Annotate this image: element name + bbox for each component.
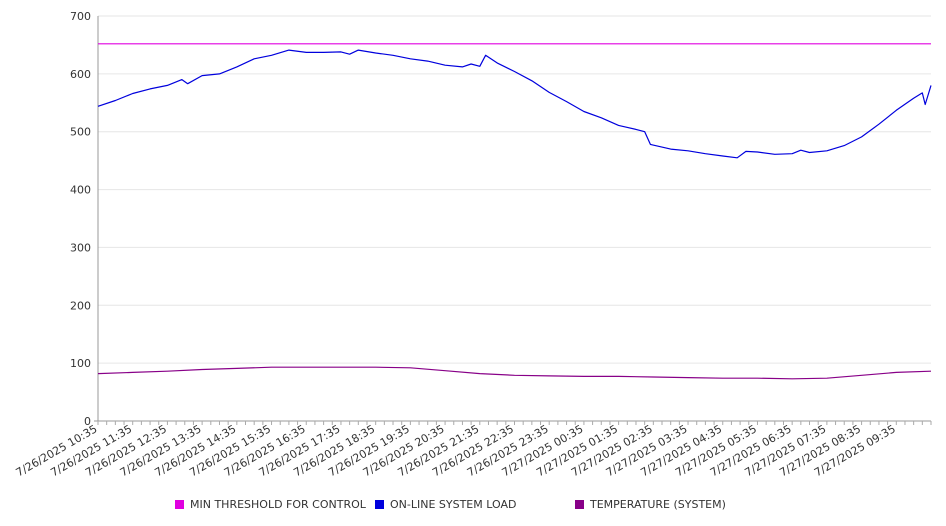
legend-label: TEMPERATURE (SYSTEM) (590, 498, 726, 511)
legend-item-min-threshold[interactable]: MIN THRESHOLD FOR CONTROL (175, 498, 366, 511)
legend-label: MIN THRESHOLD FOR CONTROL (190, 498, 366, 511)
chart-grid (98, 15, 931, 364)
chart-series (97, 43, 932, 380)
series-line-temperature-system (97, 366, 932, 380)
y-tick-label: 100 (70, 357, 91, 370)
series-line-on-line-system-load (97, 49, 932, 159)
legend-swatch (375, 500, 384, 509)
chart-legend: MIN THRESHOLD FOR CONTROL ON-LINE SYSTEM… (0, 498, 946, 514)
legend-swatch (575, 500, 584, 509)
chart-axes (94, 16, 932, 425)
y-tick-label: 600 (70, 68, 91, 81)
x-tick-labels: 7/26/2025 10:357/26/2025 11:357/26/2025 … (14, 422, 898, 479)
y-tick-label: 200 (70, 299, 91, 312)
y-tick-labels: 0 100 200 300 400 500 600 700 (70, 10, 91, 428)
legend-label: ON-LINE SYSTEM LOAD (390, 498, 517, 511)
y-tick-label: 400 (70, 184, 91, 197)
legend-item-online-system-load[interactable]: ON-LINE SYSTEM LOAD (375, 498, 516, 511)
legend-item-temperature-system[interactable]: TEMPERATURE (SYSTEM) (575, 498, 726, 511)
y-tick-label: 500 (70, 126, 91, 139)
y-tick-label: 300 (70, 241, 91, 254)
y-tick-label: 700 (70, 10, 91, 23)
legend-swatch (175, 500, 184, 509)
y-tick-label: 0 (84, 415, 91, 428)
